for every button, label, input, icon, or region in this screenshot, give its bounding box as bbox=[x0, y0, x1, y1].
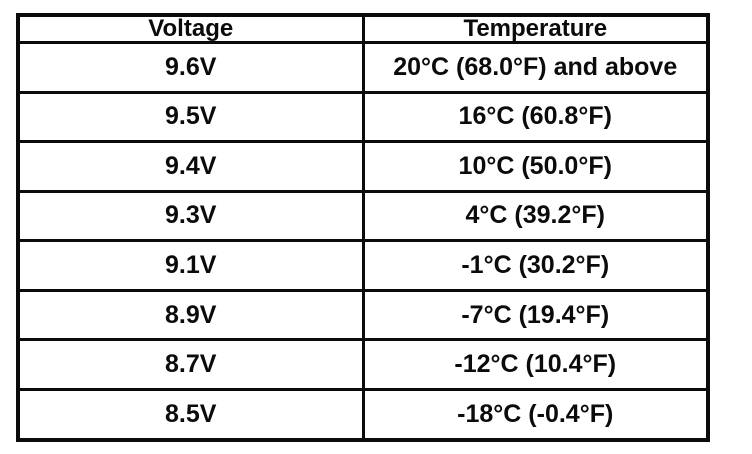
column-header-voltage: Voltage bbox=[16, 13, 365, 44]
voltage-cell: 8.9V bbox=[16, 288, 365, 342]
voltage-cell: 9.1V bbox=[16, 239, 365, 292]
voltage-cell: 8.5V bbox=[16, 387, 365, 442]
temperature-cell: -1°C (30.2°F) bbox=[361, 239, 710, 292]
voltage-cell: 9.5V bbox=[16, 90, 365, 144]
voltage-cell: 9.4V bbox=[16, 140, 365, 193]
temperature-cell: -7°C (19.4°F) bbox=[361, 288, 710, 342]
column-header-temperature: Temperature bbox=[361, 13, 710, 44]
table-row: 9.3V 4°C (39.2°F) bbox=[16, 189, 710, 243]
temperature-cell: -18°C (-0.4°F) bbox=[361, 387, 710, 442]
table-row: 8.5V -18°C (-0.4°F) bbox=[16, 387, 710, 442]
voltage-cell: 9.3V bbox=[16, 189, 365, 243]
table-row: 9.5V 16°C (60.8°F) bbox=[16, 90, 710, 144]
temperature-cell: 20°C (68.0°F) and above bbox=[361, 41, 710, 94]
voltage-cell: 8.7V bbox=[16, 338, 365, 391]
voltage-temperature-table: Voltage Temperature 9.6V 20°C (68.0°F) a… bbox=[16, 13, 710, 442]
temperature-cell: 10°C (50.0°F) bbox=[361, 140, 710, 193]
temperature-cell: -12°C (10.4°F) bbox=[361, 338, 710, 391]
table-row: 8.9V -7°C (19.4°F) bbox=[16, 288, 710, 342]
table-row: 9.1V -1°C (30.2°F) bbox=[16, 239, 710, 292]
table-header-row: Voltage Temperature bbox=[16, 13, 710, 44]
table-row: 9.6V 20°C (68.0°F) and above bbox=[16, 41, 710, 94]
table-row: 8.7V -12°C (10.4°F) bbox=[16, 338, 710, 391]
temperature-cell: 16°C (60.8°F) bbox=[361, 90, 710, 144]
voltage-cell: 9.6V bbox=[16, 41, 365, 94]
temperature-cell: 4°C (39.2°F) bbox=[361, 189, 710, 243]
table-row: 9.4V 10°C (50.0°F) bbox=[16, 140, 710, 193]
